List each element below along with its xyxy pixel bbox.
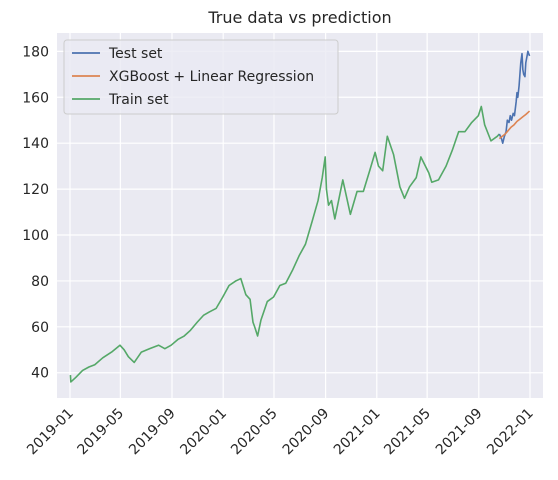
x-tick-label: 2022-01 — [484, 406, 537, 459]
y-tick-label: 40 — [31, 366, 49, 382]
x-tick-label: 2020-09 — [280, 406, 333, 459]
x-tick-label: 2021-05 — [381, 406, 434, 459]
x-tick-label: 2021-01 — [331, 406, 384, 459]
x-tick-label: 2020-05 — [228, 406, 281, 459]
y-tick-label: 80 — [31, 274, 49, 290]
legend-label: Test set — [108, 46, 163, 62]
y-tick-label: 160 — [22, 90, 49, 106]
x-tick-label: 2019-01 — [24, 406, 77, 459]
series-layer — [69, 50, 531, 383]
y-tick-label: 60 — [31, 320, 49, 336]
x-tick-label: 2019-09 — [126, 406, 179, 459]
x-tick-label: 2020-01 — [177, 406, 230, 459]
y-tick-label: 120 — [22, 182, 49, 198]
y-tick-label: 140 — [22, 136, 49, 152]
legend-label: Train set — [108, 92, 169, 108]
chart-title: True data vs prediction — [207, 8, 391, 27]
y-tick-label: 100 — [22, 228, 49, 244]
series-line-test-set — [498, 50, 531, 144]
y-tick-label: 180 — [22, 44, 49, 60]
x-tick-label: 2019-05 — [75, 406, 128, 459]
series-line-xgboost-linear-regression — [498, 110, 531, 140]
legend-label: XGBoost + Linear Regression — [109, 69, 314, 85]
legend-box — [63, 39, 339, 115]
x-tick-label: 2021-09 — [433, 406, 486, 459]
series-line-train-set — [69, 105, 500, 383]
legend: Test set XGBoost + Linear Regression Train… — [63, 39, 339, 115]
